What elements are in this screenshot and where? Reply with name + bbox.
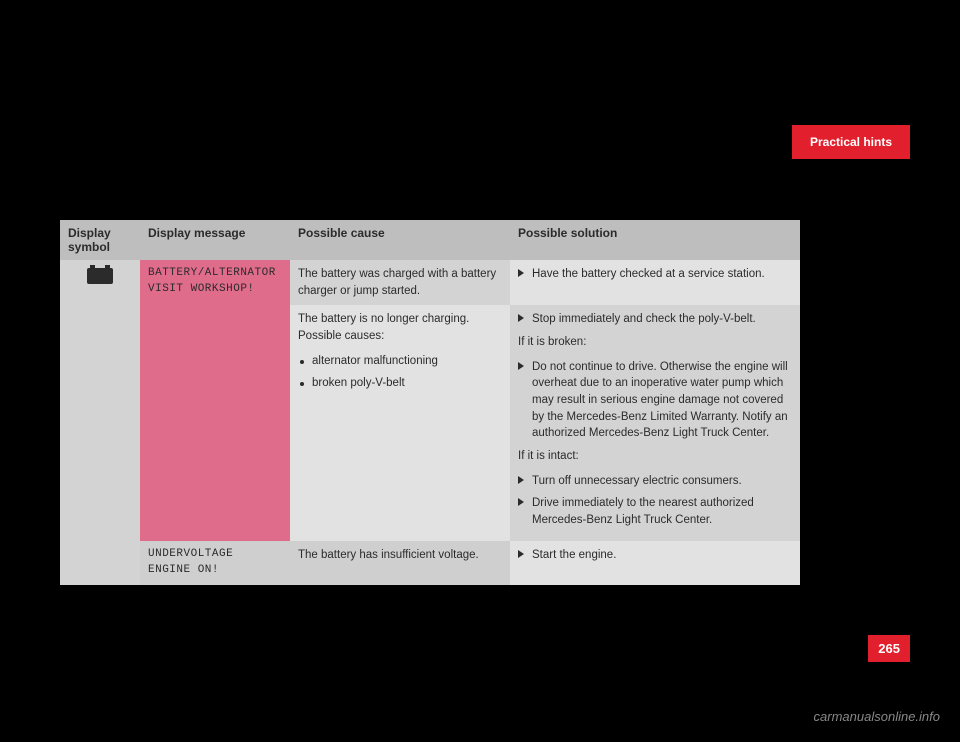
solution-cell: Start the engine. [510, 541, 800, 585]
cause-cell: The battery is no longer charging. Possi… [290, 305, 510, 540]
cause-text: The battery has insufficient voltage. [298, 547, 502, 564]
display-message-cell: BATTERY/ALTERNATOR VISIT WORKSHOP! [140, 260, 290, 541]
cause-item: alternator malfunctioning [298, 353, 502, 370]
solution-item: Stop immediately and check the poly-V-be… [518, 311, 792, 328]
page-number: 265 [868, 635, 910, 662]
dot-bullet-icon [300, 360, 304, 364]
solution-cell: Have the battery checked at a service st… [510, 260, 800, 305]
header-symbol: Display symbol [60, 220, 140, 260]
header-solution: Possible solution [510, 220, 800, 260]
cause-text: The battery is no longer charging. Possi… [298, 311, 502, 344]
dot-bullet-icon [300, 382, 304, 386]
triangle-bullet-icon [518, 314, 524, 322]
manual-page: Display symbol Display message Possible … [50, 110, 910, 585]
solution-text: Do not continue to drive. Otherwise the … [532, 359, 792, 442]
cause-cell: The battery has insufficient voltage. [290, 541, 510, 585]
solution-text: Start the engine. [532, 547, 792, 564]
display-message-cell: UNDERVOLTAGE ENGINE ON! [140, 541, 290, 585]
header-cause: Possible cause [290, 220, 510, 260]
cause-text: alternator malfunctioning [312, 353, 502, 370]
solution-item: Have the battery checked at a service st… [518, 266, 792, 283]
cause-text: broken poly-V-belt [312, 375, 502, 392]
triangle-bullet-icon [518, 362, 524, 370]
msg-line: VISIT WORKSHOP! [148, 282, 282, 298]
solution-text: Stop immediately and check the poly-V-be… [532, 311, 792, 328]
solution-cell: Stop immediately and check the poly-V-be… [510, 305, 800, 540]
cause-cell: The battery was charged with a battery c… [290, 260, 510, 305]
msg-line: ENGINE ON! [148, 563, 282, 579]
triangle-bullet-icon [518, 498, 524, 506]
cause-text: The battery was charged with a battery c… [298, 266, 502, 299]
solution-text: Drive immediately to the nearest authori… [532, 495, 792, 528]
triangle-bullet-icon [518, 550, 524, 558]
solution-text: Turn off unnecessary electric consumers. [532, 473, 792, 490]
solution-label: If it is intact: [518, 448, 792, 465]
msg-line: BATTERY/ALTERNATOR [148, 266, 282, 282]
msg-line: UNDERVOLTAGE [148, 547, 282, 563]
cause-item: broken poly-V-belt [298, 375, 502, 392]
solution-item: Drive immediately to the nearest authori… [518, 495, 792, 528]
triangle-bullet-icon [518, 476, 524, 484]
solution-label: If it is broken: [518, 334, 792, 351]
solution-text: Have the battery checked at a service st… [532, 266, 792, 283]
triangle-bullet-icon [518, 269, 524, 277]
watermark: carmanualsonline.info [814, 709, 940, 724]
solution-item: Turn off unnecessary electric consumers. [518, 473, 792, 490]
symbol-cell [60, 260, 140, 585]
battery-icon [87, 268, 113, 284]
warning-table: Display symbol Display message Possible … [60, 220, 800, 585]
solution-item: Do not continue to drive. Otherwise the … [518, 359, 792, 442]
header-message: Display message [140, 220, 290, 260]
solution-item: Start the engine. [518, 547, 792, 564]
